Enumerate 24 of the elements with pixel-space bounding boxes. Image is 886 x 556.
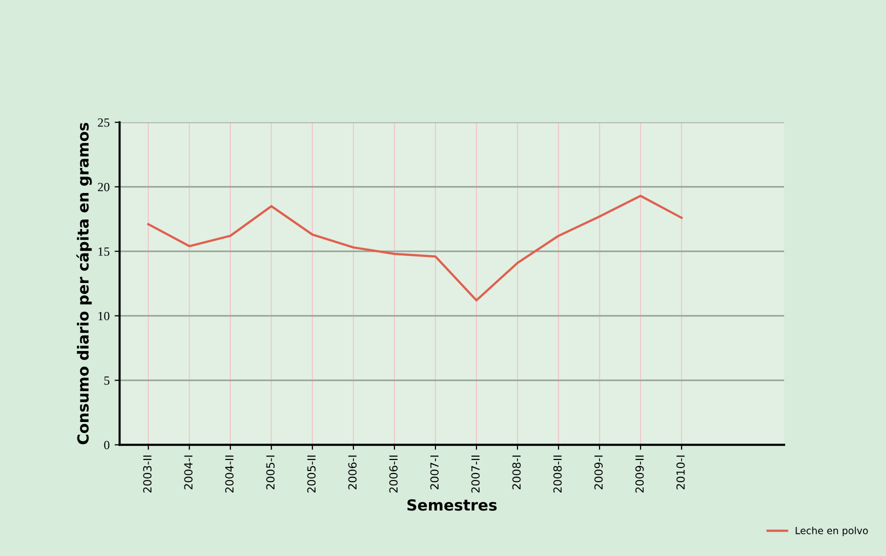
x-tick-label: 2006-I	[348, 456, 357, 490]
y-tick-label: 5	[104, 376, 110, 385]
y-tick-label: 0	[104, 440, 110, 450]
y-tick-label: 20	[98, 182, 110, 192]
x-tick-label: 2005-II	[307, 456, 316, 493]
x-tick-label: 2008-II	[553, 456, 562, 493]
line-series	[147, 194, 683, 302]
x-tick-label: 2010-I	[676, 456, 685, 490]
x-tick-label: 2003-II	[143, 456, 152, 493]
x-tick-label: 2009-I	[594, 456, 603, 490]
x-tick-label: 2009-II	[635, 456, 644, 493]
x-tick-label: 2005-I	[266, 456, 275, 490]
y-tick-label: 25	[98, 118, 110, 127]
y-tick-label: 10	[98, 312, 110, 320]
y-axis-title: Consumo diario per cápita en gramos	[76, 122, 92, 444]
x-tick-label: 2007-II	[471, 456, 480, 493]
x-tick-label: 2004-II	[225, 456, 234, 493]
x-tick-label: 2007-I	[430, 456, 439, 490]
legend-label: Leche en polvo	[796, 526, 868, 536]
x-axis-title: Semestres	[407, 499, 497, 511]
x-tick-label: 2008-I	[512, 456, 521, 490]
y-tick-label: 15	[98, 247, 110, 256]
x-tick-label: 2006-II	[389, 456, 398, 493]
x-tick-label: 2004-I	[184, 456, 193, 490]
